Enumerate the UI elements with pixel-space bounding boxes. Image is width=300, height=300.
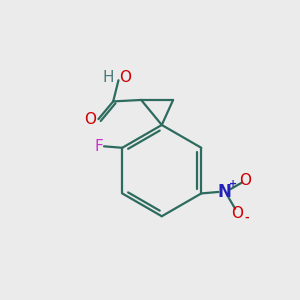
Text: N: N [217, 183, 231, 201]
Text: H: H [102, 70, 114, 86]
Text: +: + [229, 179, 237, 189]
Text: -: - [244, 213, 249, 223]
Text: O: O [119, 70, 131, 86]
Text: O: O [239, 173, 251, 188]
Text: O: O [84, 112, 96, 127]
Text: F: F [94, 139, 103, 154]
Text: O: O [232, 206, 244, 221]
